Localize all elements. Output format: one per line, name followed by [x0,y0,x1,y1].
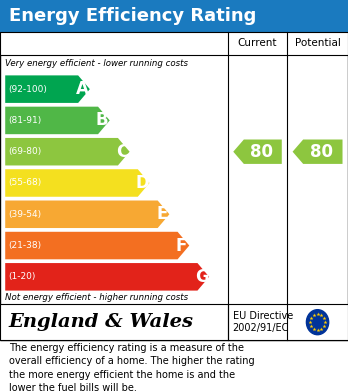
Text: (92-100): (92-100) [9,84,48,94]
Polygon shape [5,201,169,228]
Text: (81-91): (81-91) [9,116,42,125]
Text: A: A [76,80,89,98]
Text: B: B [96,111,109,129]
Text: Current: Current [238,38,277,48]
Text: The energy efficiency rating is a measure of the
overall efficiency of a home. T: The energy efficiency rating is a measur… [9,343,254,391]
Text: Very energy efficient - lower running costs: Very energy efficient - lower running co… [5,59,188,68]
Bar [0,0,348,32]
Circle shape [306,310,329,335]
Polygon shape [293,140,342,164]
Text: Not energy efficient - higher running costs: Not energy efficient - higher running co… [5,293,188,302]
Text: (69-80): (69-80) [9,147,42,156]
Polygon shape [5,107,110,134]
Polygon shape [5,169,150,197]
Text: Energy Efficiency Rating: Energy Efficiency Rating [9,7,256,25]
Polygon shape [5,75,90,103]
Polygon shape [5,232,189,259]
Text: England & Wales: England & Wales [9,313,194,331]
Bar [0,304,348,340]
Text: Potential: Potential [295,38,340,48]
Text: (55-68): (55-68) [9,178,42,188]
Polygon shape [5,138,129,165]
Text: D: D [135,174,149,192]
Text: 80: 80 [310,143,333,161]
Text: G: G [195,268,208,286]
Text: (1-20): (1-20) [9,272,36,282]
Polygon shape [5,263,209,291]
Text: 80: 80 [250,143,273,161]
Bar [0,32,348,55]
Text: (21-38): (21-38) [9,241,42,250]
Text: C: C [116,143,128,161]
Bar [0,32,348,340]
Text: EU Directive
2002/91/EC: EU Directive 2002/91/EC [233,311,293,333]
Text: F: F [176,237,187,255]
Text: (39-54): (39-54) [9,210,42,219]
Polygon shape [233,140,282,164]
Text: E: E [156,205,167,223]
